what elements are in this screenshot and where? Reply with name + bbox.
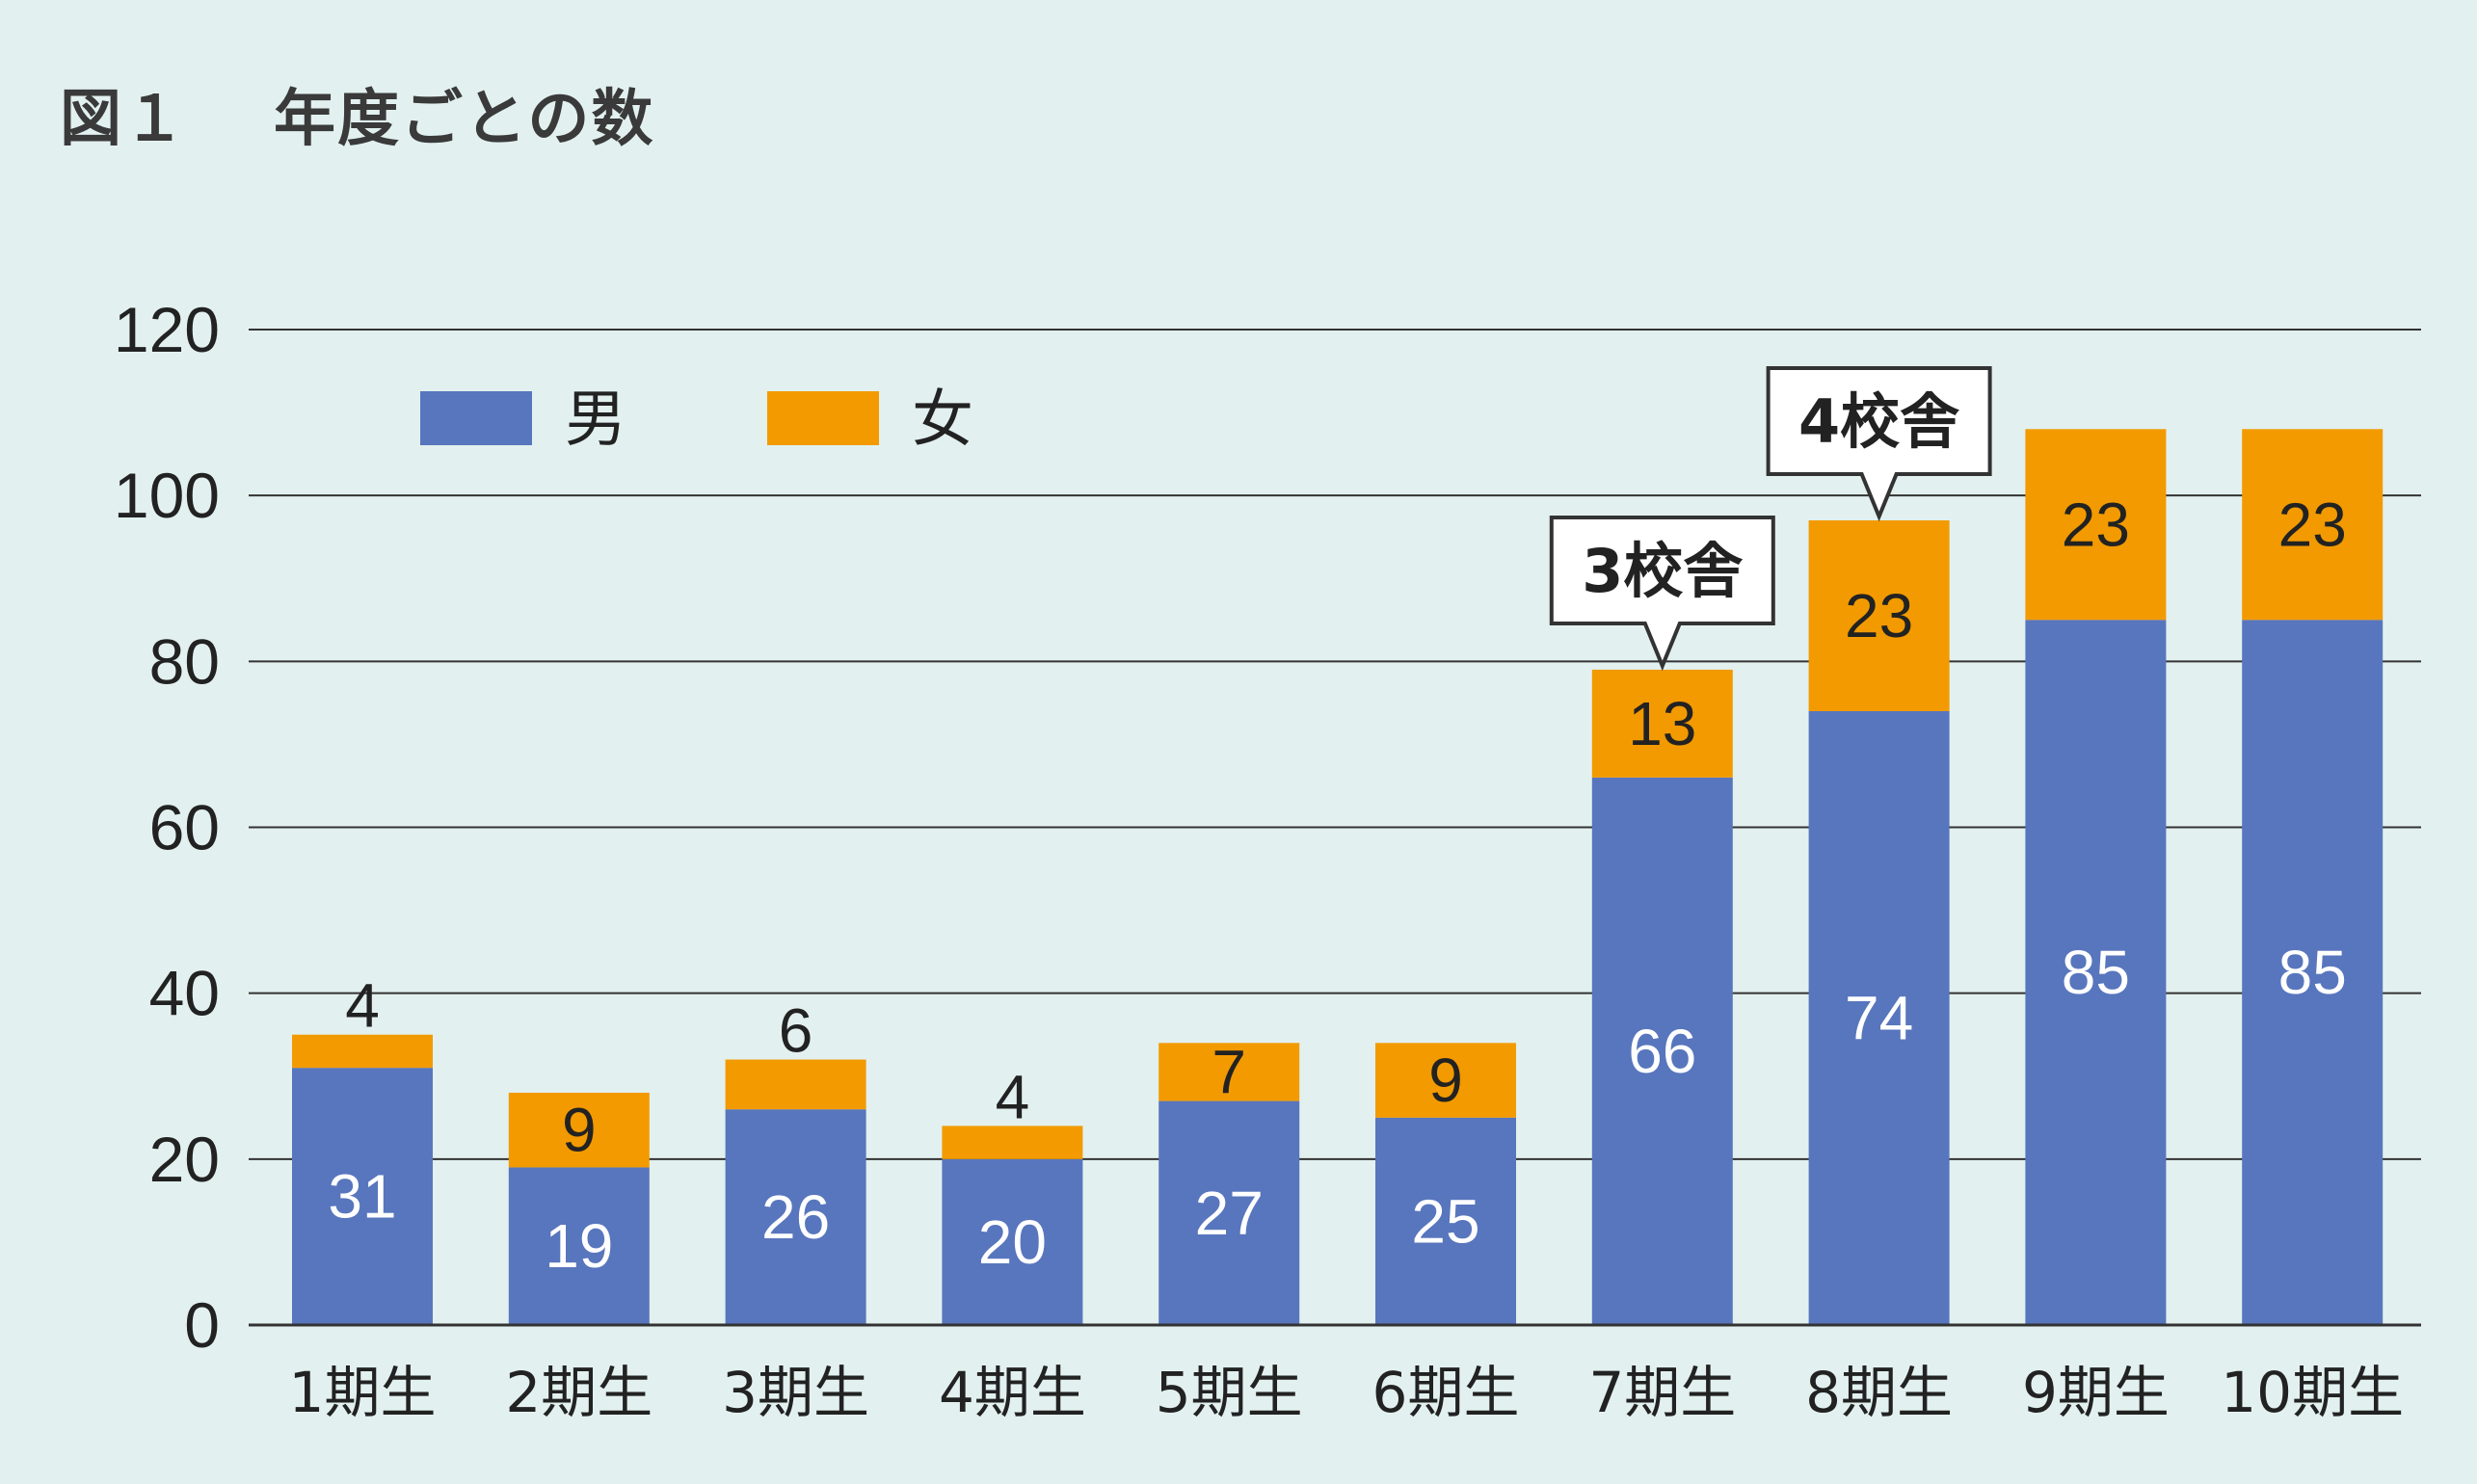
bar-male [292,1068,433,1325]
bar-male [1808,710,1950,1325]
data-label-female: 23 [2278,490,2347,559]
y-tick-label: 80 [149,625,220,697]
data-label-male: 31 [328,1162,396,1232]
legend-swatch-female [767,391,879,445]
x-category-label: 2期生 [505,1360,653,1425]
y-tick-label: 40 [149,958,220,1029]
bar-female [2242,429,2384,621]
bar-female [2025,429,2167,621]
data-label-female: 4 [996,1062,1030,1131]
x-category-label: 6期生 [1372,1360,1520,1425]
data-label-female: 7 [1212,1037,1246,1106]
bar-female [1375,1043,1516,1118]
x-category-label: 10期生 [2221,1360,2404,1425]
data-label-female: 23 [1845,581,1913,650]
y-tick-label: 60 [149,792,220,863]
x-category-label: 5期生 [1156,1360,1303,1425]
bar-female [508,1092,650,1168]
legend-label-male: 男 [565,384,626,456]
y-tick-label: 20 [149,1124,220,1195]
bar-male [1375,1117,1516,1325]
x-category-label: 1期生 [289,1360,437,1425]
data-label-male: 66 [1628,1017,1696,1086]
figure-number: 図１ [60,84,187,155]
bar-male [2025,620,2167,1325]
data-label-male: 85 [2278,938,2347,1007]
bar-female [1808,519,1950,711]
callout-label: 3校舎 [1582,536,1743,606]
callout-box [1549,515,1775,672]
data-label-female: 9 [562,1096,597,1165]
data-label-female: 13 [1628,689,1696,758]
figure-title-text: 年度ごとの数 [274,84,655,155]
x-category-label: 9期生 [2022,1360,2170,1425]
data-label-male: 27 [1195,1179,1264,1248]
bar-male [942,1158,1083,1325]
bar-female [725,1059,866,1110]
data-label-male: 74 [1845,983,1913,1052]
legend-swatch-male [420,391,532,445]
data-label-female: 23 [2062,490,2130,559]
y-tick-label: 120 [114,294,220,365]
bar-male [1159,1100,1300,1325]
data-label-female: 4 [345,971,380,1041]
x-category-label: 8期生 [1805,1360,1953,1425]
bar-male [2242,620,2384,1325]
bar-female [292,1034,433,1069]
data-label-male: 25 [1411,1186,1479,1256]
x-category-label: 7期生 [1588,1360,1736,1425]
legend-label-female: 女 [912,384,973,456]
callout-label: 4校舎 [1798,386,1959,457]
data-label-female: 9 [1428,1046,1463,1115]
bar-female [942,1126,1083,1159]
callout-box [1766,365,1992,522]
bar-female [1159,1043,1300,1101]
data-label-male: 85 [2062,938,2130,1007]
figure-title: 図１ 年度ごとの数 [60,69,654,158]
x-category-label: 3期生 [722,1360,869,1425]
y-tick-label: 0 [184,1289,220,1361]
x-category-label: 4期生 [939,1360,1086,1425]
bar-male [508,1167,650,1325]
data-label-female: 6 [779,996,813,1066]
data-label-male: 20 [978,1207,1047,1277]
data-label-male: 26 [761,1182,830,1252]
y-tick-label: 100 [114,460,220,531]
data-label-male: 19 [545,1211,613,1281]
bar-female [1591,669,1733,778]
bar-male [1591,777,1733,1325]
bar-male [725,1109,866,1325]
